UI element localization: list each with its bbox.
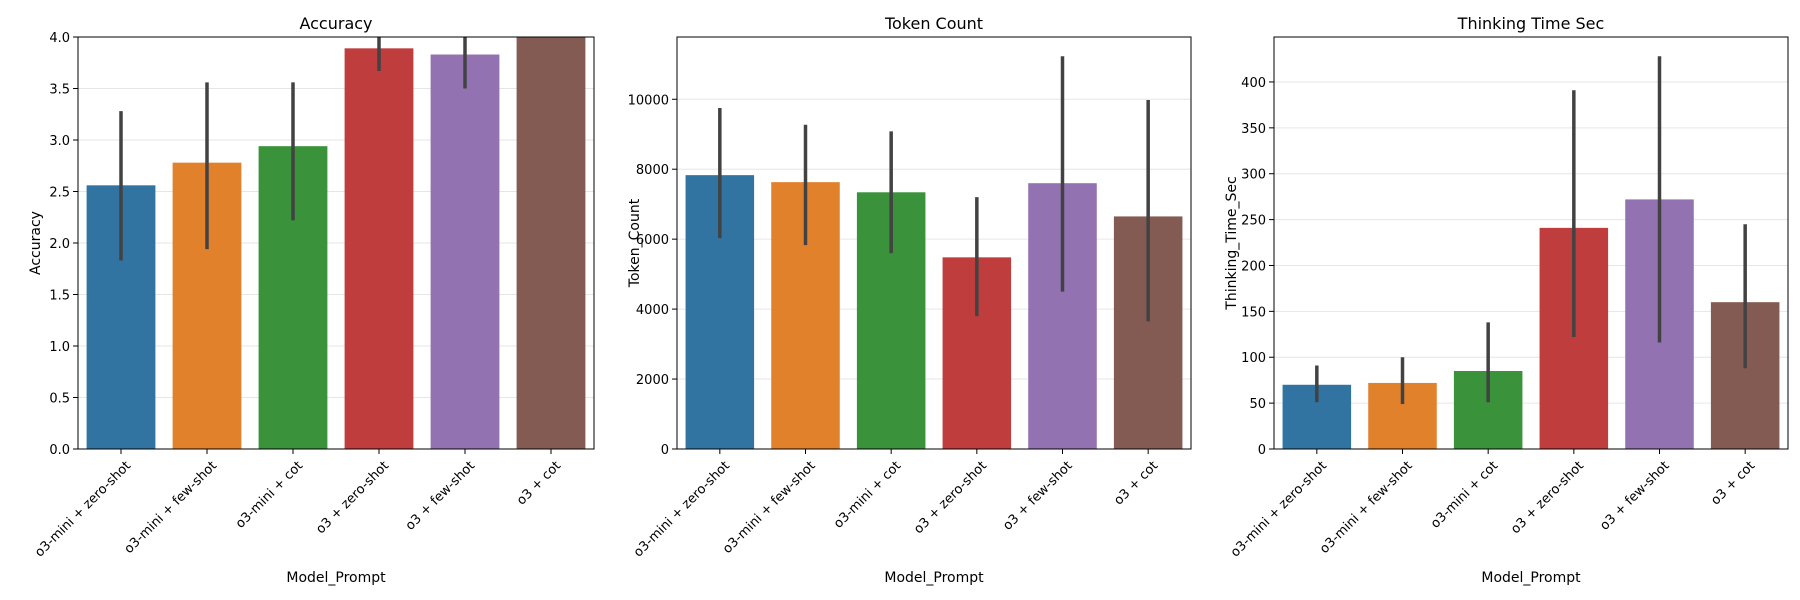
x-tick-label: o3 + zero-shot [313,458,392,537]
x-tick-label: o3 + cot [514,458,564,508]
bar [344,48,414,450]
y-tick-label: 0 [661,443,669,458]
chart-title: Accuracy [299,14,372,33]
y-tick-label: 0.0 [49,443,70,458]
y-tick-label: 10000 [628,93,669,108]
x-tick-label: o3-mini + few-shot [1317,458,1415,556]
y-tick-label: 8000 [636,163,669,178]
x-tick-label: o3-mini + few-shot [720,458,818,556]
y-axis-label: Accuracy [28,211,44,275]
plot-frame [77,36,595,450]
x-axis-label: Model_Prompt [1481,570,1581,586]
y-tick-label: 2.5 [49,186,70,201]
y-tick-label: 2000 [636,373,669,388]
y-tick-label: 150 [1241,305,1266,320]
y-axis-label: Token_Count [627,198,643,288]
x-axis-label: Model_Prompt [884,570,984,586]
y-tick-label: 400 [1241,76,1266,91]
y-tick-label: 1.0 [49,340,70,355]
y-tick-label: 3.5 [49,83,70,98]
y-tick-label: 50 [1249,397,1266,412]
x-tick-label: o3 + zero-shot [1508,458,1587,537]
x-axis-label: Model_Prompt [286,570,386,586]
y-tick-label: 2.0 [49,237,70,252]
x-tick-label: o3-mini + few-shot [122,458,220,556]
y-tick-label: 100 [1241,351,1266,366]
y-tick-label: 1.5 [49,289,70,304]
y-tick-label: 4.0 [49,31,70,46]
chart-title: Token Count [884,14,983,33]
x-tick-label: o3-mini + zero-shot [32,458,134,560]
x-tick-label: o3 + few-shot [403,458,478,533]
x-tick-label: o3 + few-shot [1597,458,1672,533]
x-tick-label: o3 + few-shot [1000,458,1075,533]
y-tick-label: 4000 [636,303,669,318]
bar [516,37,586,449]
x-tick-label: o3-mini + zero-shot [631,458,733,560]
y-tick-label: 200 [1241,259,1266,274]
y-axis-label: Thinking_Time_Sec [1224,176,1240,310]
x-tick-label: o3-mini + zero-shot [1228,458,1330,560]
plot-frame [1273,36,1789,450]
subplot-token-count: 0 2000 4000 6000 8000 10000 o3-mini + zero-sho… [627,14,1192,586]
x-tick-label: o3 + cot [1708,458,1758,508]
x-tick-label: o3 + cot [1111,458,1161,508]
subplot-thinking-time: 0 50 100 150 200 250 300 350 400 o3-mini + zero-s… [1224,14,1789,586]
y-tick-label: 0 [1258,443,1266,458]
y-tick-label: 0.5 [49,392,70,407]
x-tick-label: o3-mini + cot [831,458,904,531]
plot-frame [676,36,1192,450]
x-tick-label: o3-mini + cot [1428,458,1501,531]
y-tick-label: 6000 [636,233,669,248]
x-tick-label: o3-mini + cot [233,458,306,531]
y-tick-label: 300 [1241,168,1266,183]
y-tick-label: 350 [1241,122,1266,137]
chart-title: Thinking Time Sec [1457,14,1605,33]
x-tick-label: o3 + zero-shot [911,458,990,537]
subplot-accuracy: 0.0 0.5 1.0 1.5 2.0 2.5 3.0 3.5 4.0 o3-mini + zer… [28,14,595,586]
y-tick-label: 3.0 [49,134,70,149]
y-tick-label: 250 [1241,214,1266,229]
bar [430,54,500,449]
